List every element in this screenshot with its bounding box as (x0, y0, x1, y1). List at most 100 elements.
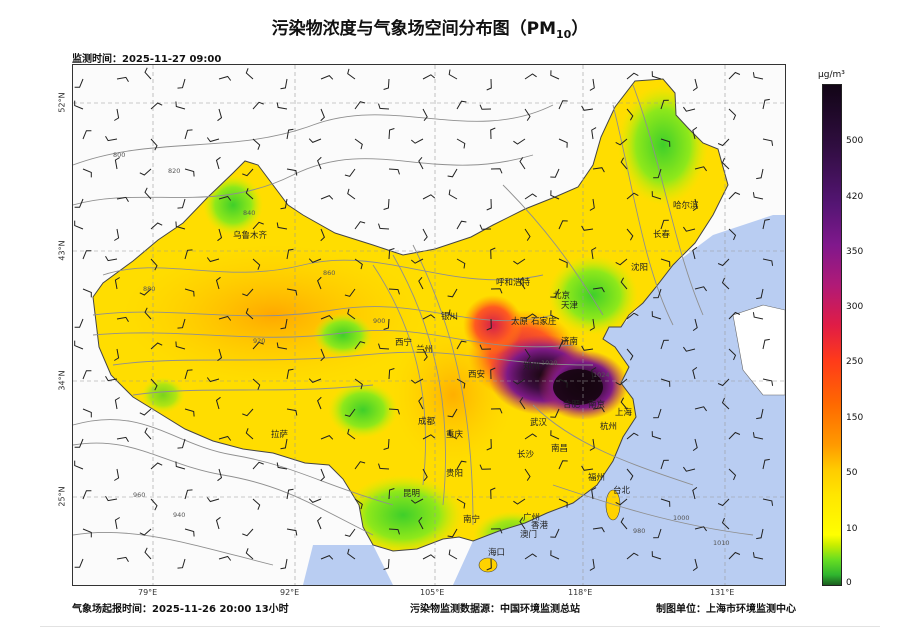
wind-barb-icon (388, 248, 395, 260)
wind-barb-icon (418, 156, 424, 170)
city-label-hohhot: 呼和浩特 (496, 277, 531, 288)
wind-barbs (74, 67, 774, 572)
wind-barb-icon (524, 348, 531, 361)
isobar-label: 900 (373, 317, 385, 325)
wind-barb-icon (752, 432, 764, 440)
wind-barb-icon (581, 465, 594, 471)
wind-barb-icon (354, 138, 363, 150)
wind-barb-icon (116, 556, 129, 562)
wind-barb-icon (116, 76, 129, 82)
wind-barb-icon (217, 348, 223, 362)
city-label-macau: 澳门 (520, 529, 537, 540)
city-label-taipei: 台北 (613, 485, 631, 496)
wind-barb-icon (354, 461, 366, 470)
wind-barb-icon (215, 276, 221, 290)
title-pollutant: （PM (509, 19, 557, 39)
wind-barb-icon (378, 103, 390, 110)
wind-barb-icon (378, 343, 390, 350)
lon-tick-79: 79°E (138, 588, 158, 597)
wind-barb-icon (410, 258, 424, 264)
wind-barb-icon (252, 258, 261, 270)
chart-title: 污染物浓度与气象场空间分布图（PM10） (0, 14, 860, 41)
wind-barb-icon (410, 138, 424, 144)
wind-barb-icon (447, 288, 458, 298)
wind-barb-icon (286, 488, 294, 500)
wind-barb-icon (422, 468, 428, 482)
wind-barb-icon (728, 311, 741, 320)
wind-barb-icon (752, 192, 764, 200)
wind-barb-icon (320, 555, 334, 560)
wind-barb-icon (626, 348, 634, 361)
city-label-guiyang: 贵阳 (446, 468, 463, 479)
colorbar-tick-0: 0 (846, 578, 852, 588)
wind-barb-icon (206, 497, 220, 503)
wind-barb-icon (728, 468, 737, 481)
wind-barb-icon (762, 338, 770, 350)
wind-barb-icon (558, 100, 568, 110)
wind-barb-icon (276, 102, 288, 110)
wind-barb-icon (692, 198, 698, 212)
wind-barb-icon (175, 341, 186, 350)
city-label-tianjin: 天津 (561, 300, 579, 311)
wind-barb-icon (82, 370, 92, 380)
wind-barb-icon (177, 318, 186, 329)
wind-barb-icon (114, 397, 120, 410)
wind-barb-icon (184, 168, 195, 177)
wind-barb-icon (581, 225, 594, 231)
wind-barb-icon (660, 378, 671, 387)
wind-barb-icon (752, 552, 764, 560)
wind-barb-icon (479, 224, 492, 230)
wind-barb-icon (74, 198, 84, 208)
wind-barb-icon (692, 126, 698, 140)
city-label-nanjing: 南京 (588, 399, 605, 410)
wind-barb-icon (479, 344, 492, 350)
wind-barb-icon (447, 528, 458, 538)
isobar-label: 800 (113, 151, 125, 159)
wind-barb-icon (486, 558, 492, 571)
wind-barb-icon (150, 378, 158, 391)
lat-tick-25: 25°N (57, 486, 67, 507)
wind-barb-icon (344, 528, 356, 537)
data-source: 污染物监测数据源：中国环境监测总站 (410, 604, 580, 615)
wind-barb-icon (591, 367, 597, 380)
wind-barb-icon (215, 396, 221, 410)
wind-barb-icon (653, 408, 662, 419)
wind-barb-icon (422, 348, 428, 362)
wind-barb-icon (615, 138, 628, 146)
wind-barb-icon (721, 277, 730, 290)
wind-barb-icon (479, 104, 492, 110)
wind-barb-icon (74, 438, 84, 448)
wind-barb-icon (320, 315, 334, 320)
wind-barb-icon (513, 138, 526, 145)
wind-barb-icon (388, 408, 400, 415)
wind-barb-icon (524, 433, 537, 440)
wind-barb-icon (252, 498, 261, 510)
wind-barb-icon (217, 468, 223, 482)
wind-barb-icon (308, 258, 322, 263)
wind-barb-icon (728, 108, 737, 121)
colorbar-tick-350: 350 (846, 247, 864, 257)
wind-barb-icon (252, 101, 264, 110)
city-label-xining: 西宁 (395, 337, 412, 348)
wind-barb-icon (378, 223, 390, 230)
wind-barb-icon (456, 340, 467, 350)
wind-barb-icon (692, 366, 698, 380)
isobar-label: 980 (633, 527, 645, 535)
colorbar-tick-150: 150 (846, 413, 864, 423)
wind-barb-icon (694, 166, 708, 172)
wind-barb-icon (524, 313, 537, 320)
wind-barb-icon (626, 552, 639, 560)
wind-barb-icon (682, 106, 696, 112)
wind-barb-icon (320, 468, 325, 482)
wind-barb-icon (320, 75, 334, 80)
city-label-xian: 西安 (468, 369, 485, 380)
city-label-chengdu: 成都 (418, 416, 436, 427)
wind-barb-icon (144, 307, 152, 320)
wind-barb-icon (592, 527, 605, 533)
wind-barb-icon (728, 191, 741, 200)
city-label-hefei: 合肥 (563, 399, 581, 410)
wind-barb-icon (513, 378, 526, 385)
wind-barb-icon (280, 558, 288, 570)
wind-barb-icon (694, 406, 708, 412)
wind-barb-icon (486, 78, 492, 91)
